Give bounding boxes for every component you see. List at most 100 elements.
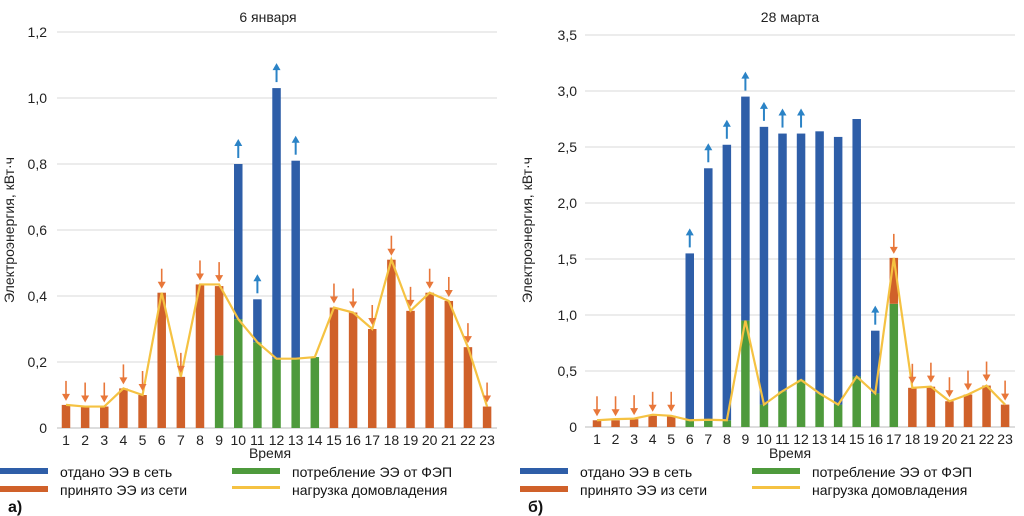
x-tick-label: 14	[307, 432, 323, 448]
y-tick-label: 0,8	[28, 156, 48, 172]
chart-panel-1: 00,20,40,60,81,01,21 2 3 4 5 6 7 8 9 10 11 12 13 14 15…	[0, 9, 497, 516]
bar-import	[482, 406, 492, 428]
bar-pv	[685, 420, 694, 427]
legend-label-import: принято ЭЭ из сети	[60, 482, 187, 498]
arrow-up-icon	[685, 228, 694, 236]
x-tick-label: 8	[196, 432, 204, 448]
legend-swatch-load	[752, 486, 800, 489]
line-load	[596, 257, 1006, 422]
bar-import	[444, 300, 454, 428]
bar-pv	[704, 419, 713, 427]
y-tick-label: 1,0	[28, 90, 48, 106]
arrow-down-icon	[349, 301, 358, 309]
arrow-down-icon	[1001, 393, 1010, 401]
bar-export	[722, 144, 732, 421]
x-tick-label: 18	[384, 432, 400, 448]
arrow-down-icon	[908, 376, 917, 384]
x-tick-label: 5	[139, 432, 147, 448]
x-tick-label: 2	[612, 431, 620, 447]
legend-label-export: отдано ЭЭ в сеть	[580, 464, 692, 480]
x-tick-label: 23	[479, 432, 495, 448]
arrow-up-icon	[253, 274, 262, 282]
bar-export	[778, 133, 787, 392]
bar-export	[741, 96, 750, 321]
bar-import	[119, 388, 128, 428]
x-tick-label: 21	[960, 431, 976, 447]
bar-import	[329, 307, 339, 428]
bar-export	[852, 119, 861, 377]
arrow-up-icon	[722, 119, 731, 127]
arrow-down-icon	[119, 377, 128, 385]
y-axis-label: Электроэнергия, кВт·ч	[519, 157, 535, 303]
bar-pv	[759, 404, 769, 427]
bar-export	[704, 168, 713, 420]
bar-import	[138, 395, 147, 428]
x-tick-label: 12	[269, 432, 285, 448]
bar-import	[1000, 404, 1010, 427]
arrow-up-icon	[759, 101, 768, 109]
arrow-up-icon	[797, 108, 806, 116]
bar-import	[367, 329, 377, 428]
arrow-down-icon	[648, 404, 657, 412]
arrow-down-icon	[444, 289, 453, 297]
x-tick-label: 22	[979, 431, 995, 447]
bar-export	[234, 164, 243, 320]
legend-label-pv: потребление ЭЭ от ФЭП	[292, 464, 452, 480]
x-tick-label: 2	[81, 432, 89, 448]
y-tick-label: 0	[569, 419, 577, 435]
arrow-down-icon	[215, 275, 224, 283]
bar-pv	[214, 355, 224, 428]
x-tick-label: 11	[775, 431, 790, 447]
x-tick-label: 16	[867, 431, 883, 447]
legend-swatch-export	[520, 468, 568, 474]
bar-export	[759, 126, 769, 405]
bar-import	[195, 284, 205, 428]
arrow-down-icon	[982, 374, 991, 382]
x-tick-label: 4	[120, 432, 128, 448]
bar-export	[833, 136, 843, 405]
bar-pv	[722, 420, 732, 427]
bar-import	[611, 420, 620, 427]
bar-import	[908, 387, 917, 427]
arrow-down-icon	[157, 281, 166, 289]
line-load	[65, 256, 489, 408]
bar-pv	[833, 404, 843, 427]
arrow-down-icon	[463, 336, 472, 344]
bar-pv	[272, 358, 281, 428]
x-tick-label: 18	[905, 431, 921, 447]
legend-swatch-export	[0, 468, 48, 474]
arrow-down-icon	[889, 246, 898, 254]
legend-swatch-import	[0, 486, 48, 492]
bar-import	[387, 259, 396, 428]
x-tick-label: 14	[830, 431, 846, 447]
y-tick-label: 0	[39, 420, 47, 436]
bar-export	[253, 299, 262, 343]
chart-title: 6 января	[239, 9, 296, 25]
bar-pv	[796, 379, 806, 427]
arrow-down-icon	[406, 299, 415, 307]
bar-import	[945, 401, 954, 427]
arrow-down-icon	[945, 390, 954, 398]
x-tick-label: 3	[100, 432, 108, 448]
arrow-up-icon	[704, 143, 713, 151]
arrow-down-icon	[62, 393, 70, 401]
x-tick-label: 7	[177, 432, 185, 448]
bar-import	[592, 420, 602, 427]
arrow-down-icon	[329, 296, 338, 304]
x-tick-label: 8	[723, 431, 731, 447]
bar-pv	[815, 393, 824, 427]
bar-pv	[778, 391, 787, 427]
legend-label-load: нагрузка домовладения	[812, 482, 967, 498]
arrow-up-icon	[778, 108, 787, 116]
chart-panel-2: 00,51,01,52,02,53,03,51 2 3 4 5 6 7 8 9 10 11 12 13 1…	[519, 9, 1015, 516]
bar-import	[982, 385, 991, 427]
x-tick-label: 10	[756, 431, 772, 447]
panel-label: б)	[528, 499, 543, 516]
y-tick-label: 3,5	[558, 27, 578, 43]
x-tick-label: 9	[742, 431, 750, 447]
x-tick-label: 21	[441, 432, 457, 448]
legend-swatch-load	[232, 486, 280, 489]
y-tick-label: 3,0	[558, 83, 578, 99]
bar-pv	[234, 319, 243, 428]
